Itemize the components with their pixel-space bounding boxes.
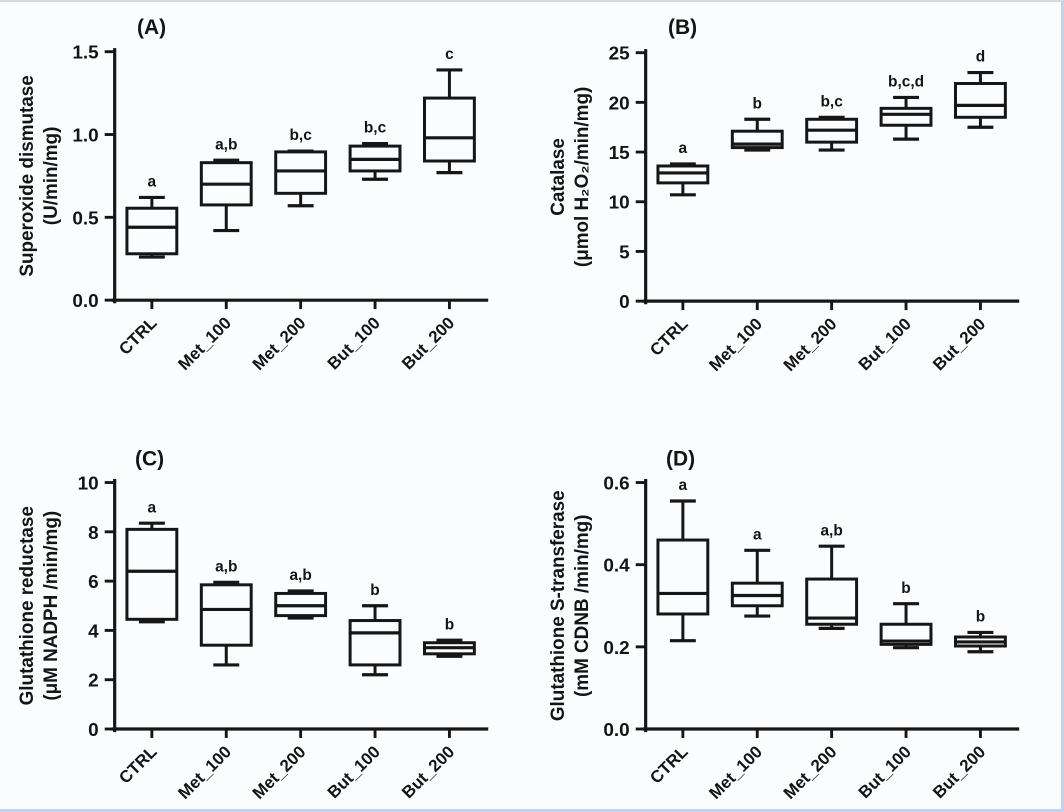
- significance-letter: a: [148, 174, 157, 191]
- y-axis-title-line1: Catalase: [547, 138, 568, 216]
- category-label: Met_100: [705, 742, 766, 803]
- y-tick-label: 0.0: [603, 719, 629, 740]
- significance-letter: c: [445, 46, 454, 63]
- boxplot-But_100: [879, 95, 932, 141]
- y-tick-label: 0.6: [603, 473, 629, 494]
- panel-label: (B): [668, 16, 697, 39]
- significance-letter: a,b: [289, 567, 311, 584]
- boxplot-Met_100: [730, 117, 784, 152]
- category-label: Met_200: [779, 314, 840, 375]
- y-axis-title-line1: Superoxide dismutase: [17, 75, 38, 276]
- y-tick-label: 0.0: [72, 291, 98, 312]
- y-tick-label: 0.4: [603, 555, 630, 576]
- significance-letter: b: [445, 616, 454, 633]
- category-label: CTRL: [646, 314, 691, 359]
- category-label: But_200: [398, 313, 458, 373]
- significance-letter: b: [752, 95, 761, 112]
- boxplot-But_200: [423, 68, 476, 175]
- category-label: CTRL: [115, 313, 160, 358]
- y-tick-label: 10: [608, 193, 629, 214]
- category-label: Met_200: [249, 742, 310, 803]
- y-tick-label: 0.5: [72, 208, 98, 229]
- boxplot-But_200: [953, 70, 1007, 129]
- category-label: But_100: [854, 314, 914, 374]
- significance-letter: b,c: [820, 93, 843, 110]
- y-tick-label: 6: [88, 572, 99, 593]
- y-axis-title-line2: (U/min/mg): [41, 127, 62, 226]
- boxplot-Met_200: [804, 544, 858, 630]
- y-axis-title-line2: (μM NADPH /min/mg): [41, 510, 62, 700]
- significance-letter: a: [678, 140, 687, 157]
- category-label: But_100: [324, 742, 384, 802]
- category-label: But_100: [854, 742, 914, 802]
- panel-label: (C): [135, 447, 164, 470]
- significance-letter: b: [901, 579, 910, 596]
- category-label: But_200: [929, 742, 989, 802]
- y-tick-label: 4: [88, 621, 99, 642]
- boxplot-CTRL: [125, 521, 179, 623]
- category-label: But_200: [929, 314, 989, 374]
- boxplot-Met_200: [274, 588, 328, 620]
- boxplot-Met_100: [730, 548, 784, 618]
- category-label: Met_100: [174, 742, 235, 803]
- significance-letter: a,b: [820, 522, 842, 539]
- category-label: CTRL: [115, 742, 160, 787]
- y-tick-label: 1.0: [72, 125, 98, 146]
- boxplot-But_200: [423, 638, 476, 658]
- y-axis-title-line1: Glutathione S-transferase: [547, 490, 568, 721]
- significance-letter: b: [975, 608, 984, 625]
- category-label: Met_200: [779, 742, 840, 803]
- y-tick-label: 10: [78, 473, 99, 494]
- significance-letter: a,b: [215, 136, 237, 153]
- category-label: But_100: [324, 313, 384, 373]
- y-tick-label: 0: [88, 719, 99, 740]
- significance-letter: a: [678, 477, 687, 494]
- significance-letter: b,c,d: [888, 73, 924, 90]
- significance-letter: b,c: [289, 127, 312, 144]
- category-label: Met_100: [705, 314, 766, 375]
- y-tick-label: 8: [88, 522, 99, 543]
- panel-b-catalase-chart: 0 5 10 15 20 25 CTRL Met_100 Met_200 But_100 But_2…: [547, 16, 1019, 375]
- panel-a-superoxide-dismutase-chart: 0.0 0.5 1.0 1.5 CTRL Met_100 Met_200 But_100 But…: [17, 16, 489, 374]
- panel-label: (D): [666, 447, 695, 470]
- y-tick-label: 25: [608, 44, 629, 65]
- significance-letter: b,c: [364, 120, 387, 137]
- boxplot-But_100: [348, 142, 402, 181]
- category-label: Met_200: [249, 313, 310, 374]
- category-label: But_200: [398, 742, 458, 802]
- panel-label: (A): [137, 16, 166, 39]
- boxplot-CTRL: [655, 162, 709, 197]
- boxplot-But_100: [348, 603, 402, 676]
- y-axis-title-line2: (mM CDNB /min/mg): [571, 514, 592, 696]
- y-tick-label: 15: [608, 143, 629, 164]
- panel-d-glutathione-s-transferase-chart: 0.0 0.2 0.4 0.6 CTRL Met_100 Met_200 But_100 But…: [547, 447, 1019, 803]
- boxplot-But_200: [953, 630, 1007, 653]
- boxplot-Met_100: [199, 158, 253, 233]
- boxplot-Met_100: [199, 580, 253, 667]
- boxplot-Met_200: [804, 115, 858, 152]
- category-label: Met_100: [174, 313, 235, 374]
- boxplot-Met_200: [274, 149, 328, 208]
- y-tick-label: 0.2: [603, 637, 629, 658]
- boxplot-But_100: [879, 601, 932, 649]
- y-tick-label: 5: [619, 242, 630, 263]
- boxplot-CTRL: [125, 195, 179, 259]
- significance-letter: b: [370, 581, 379, 598]
- significance-letter: a,b: [215, 558, 237, 575]
- y-tick-label: 0: [619, 292, 630, 313]
- panel-c-glutathione-reductase-chart: 0 2 4 6 8 10 CTRL Met_100 Met_200 But_100 But_200 G…: [17, 447, 489, 803]
- significance-letter: d: [975, 49, 984, 66]
- significance-letter: a: [752, 526, 761, 543]
- y-axis-title-line1: Glutathione reductase: [17, 506, 38, 705]
- y-tick-label: 1.5: [72, 43, 98, 64]
- boxplot-CTRL: [655, 498, 709, 642]
- y-axis-title-line2: (μmol H₂O₂/min/mg): [571, 87, 592, 267]
- y-tick-label: 2: [88, 670, 99, 691]
- y-tick-label: 20: [608, 93, 629, 114]
- category-label: CTRL: [646, 742, 691, 787]
- significance-letter: a: [148, 499, 157, 516]
